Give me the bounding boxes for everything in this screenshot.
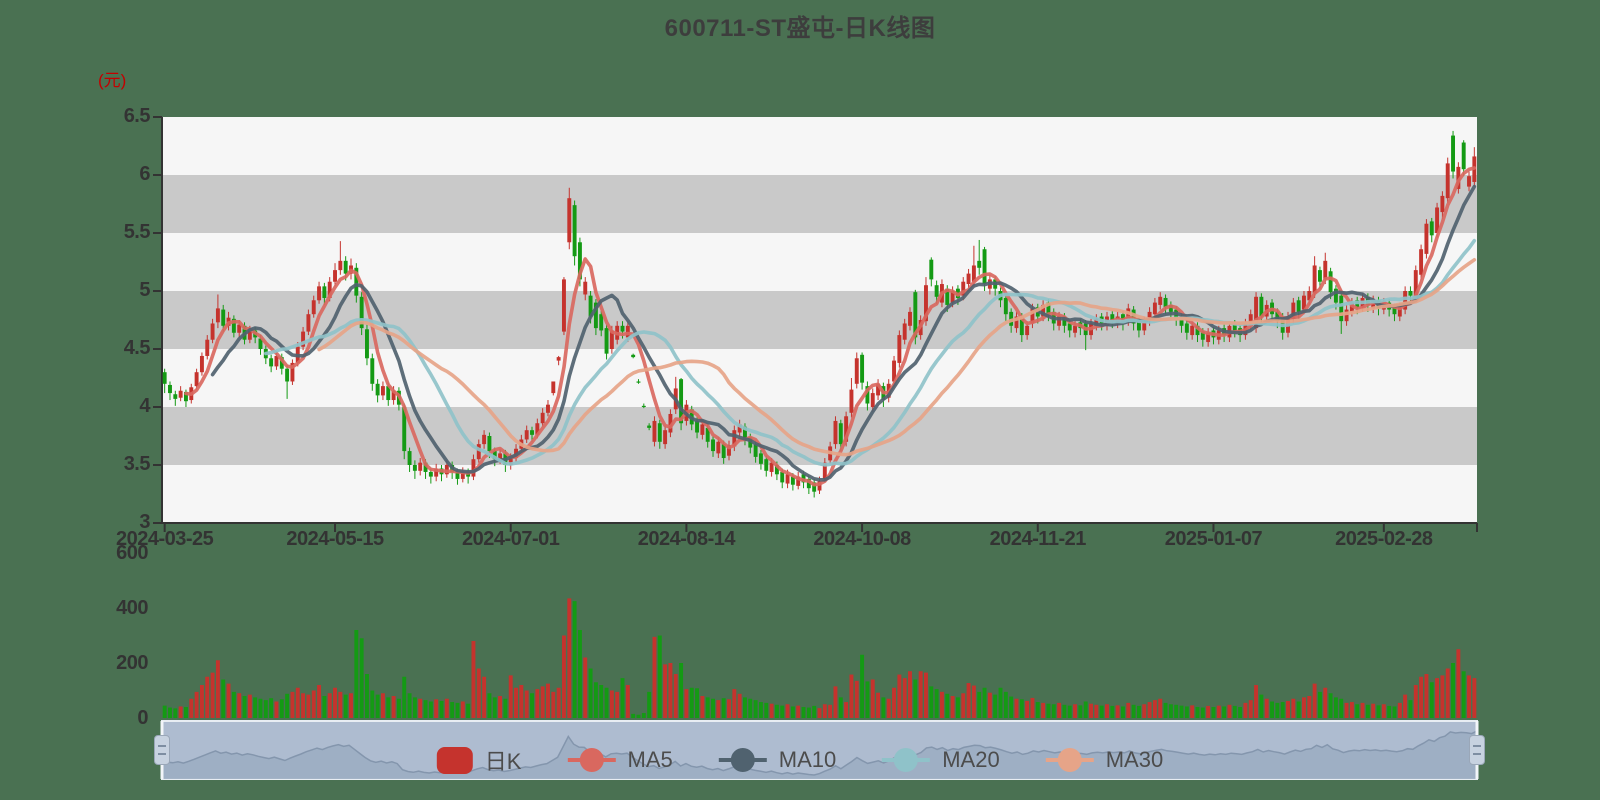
price-axis-tick-label: 4 [139,395,150,417]
ma10-legend-marker-icon [718,747,767,773]
price-axis-tick-label: 6.5 [123,105,151,127]
date-axis-tick-label: 2024-10-08 [813,528,911,550]
date-axis-tick-label: 2025-01-07 [1164,528,1263,550]
data-zoom-navigator [160,720,1479,780]
data-zoom-left-handle-icon[interactable] [154,735,170,765]
price-axis-tick-label: 5.5 [123,221,151,243]
volume-axis-tick-label: 400 [116,597,148,619]
price-axis-tick-label: 3.5 [123,453,151,475]
price-axis-tick-label: 4.5 [123,337,151,359]
axes [153,116,1478,532]
data-zoom-right-handle-icon[interactable] [1469,735,1485,765]
date-axis-tick-label: 2024-03-25 [116,528,214,550]
legend-label: MA20 [942,747,1000,772]
legend-label: MA10 [778,747,837,772]
legend-item-kline[interactable]: 日K [436,744,522,776]
page-title: 600711-ST盛屯-日K线图 [664,15,936,42]
ma5-legend-marker-icon [567,747,616,773]
date-axis-tick-label: 2024-07-01 [462,528,560,550]
volume-axis-tick-label: 600 [116,542,148,564]
price-axis-tick-label: 5 [139,279,150,301]
legend-label: MA30 [1105,747,1164,772]
handle-grip [158,753,166,755]
date-axis-tick-label: 2024-11-21 [989,528,1087,550]
legend-item-ma5[interactable]: MA5 [567,747,673,773]
ma20-legend-marker-icon [882,747,931,773]
price-unit-label: (元) [98,71,127,90]
legend-item-ma30[interactable]: MA30 [1045,747,1164,773]
legend-item-ma20[interactable]: MA20 [882,747,1000,773]
price-axis-tick-label: 6 [139,163,150,185]
date-axis-tick-label: 2024-05-15 [286,528,384,550]
ma30-legend-marker-icon [1045,747,1094,773]
kline-legend-swatch-icon [436,746,473,774]
legend-label: MA5 [627,747,673,772]
date-axis-tick-label: 2025-02-28 [1335,528,1433,550]
handle-grip [1473,745,1481,747]
legend-item-ma10[interactable]: MA10 [718,747,837,773]
volume-series [162,598,1477,718]
volume-axis-tick-label: 0 [137,707,148,729]
legend-label: 日K [484,749,522,774]
date-axis-tick-label: 2024-08-14 [637,528,736,550]
legend: 日K MA5 MA10 MA20 MA30 [436,744,1164,776]
volume-axis-tick-label: 200 [116,652,148,674]
handle-grip [1473,753,1481,755]
ma-lines [184,166,1477,487]
price-axis-tick-label: 3 [139,511,150,533]
handle-grip [158,745,166,747]
